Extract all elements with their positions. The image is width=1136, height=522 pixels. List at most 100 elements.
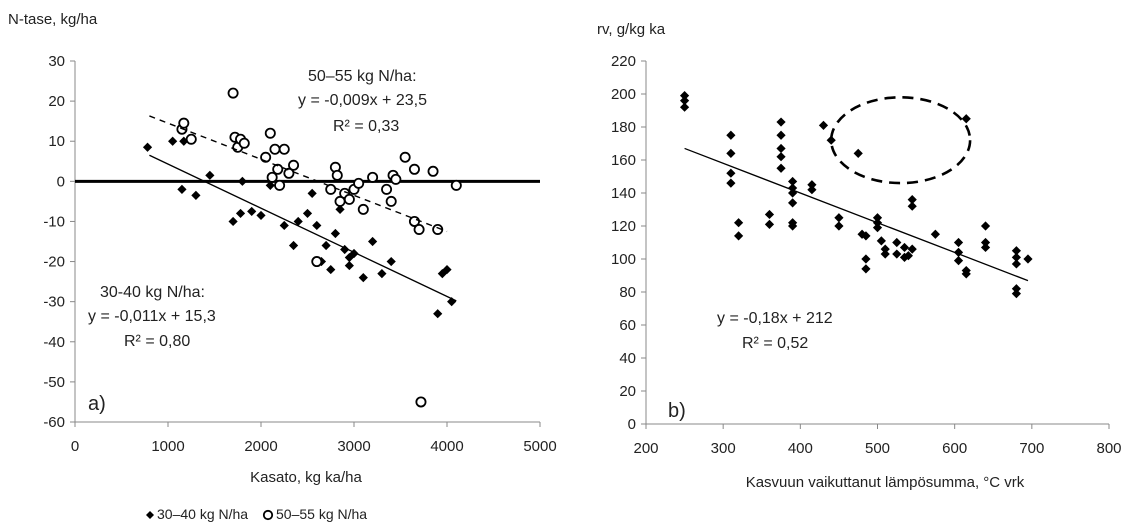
data-point <box>442 264 452 275</box>
data-point <box>861 231 871 241</box>
data-point <box>861 254 871 264</box>
data-point <box>776 143 786 154</box>
panel-label-b: b) <box>668 400 686 422</box>
data-point <box>326 264 336 275</box>
data-point <box>734 231 744 241</box>
x-tick-label: 3000 <box>337 438 370 455</box>
x-tick-label: 2000 <box>244 438 277 455</box>
data-point <box>415 396 427 408</box>
data-point <box>1011 284 1021 294</box>
data-point <box>1023 254 1033 264</box>
data-point <box>961 114 971 124</box>
x-tick-label: 1000 <box>151 438 184 455</box>
data-point <box>907 201 917 211</box>
data-point <box>903 251 913 261</box>
data-point <box>788 198 798 208</box>
data-point <box>776 130 786 140</box>
x-tick-label: 600 <box>942 440 967 457</box>
data-point <box>776 117 786 127</box>
data-point <box>834 213 844 223</box>
data-point <box>330 228 340 239</box>
data-point <box>980 237 991 248</box>
data-point <box>427 165 439 177</box>
data-point <box>726 148 736 158</box>
data-point <box>861 264 871 274</box>
data-point <box>413 223 425 235</box>
data-point <box>980 242 991 253</box>
y-tick-label: -30 <box>43 294 65 311</box>
data-point <box>311 256 323 268</box>
x-tick-label: 300 <box>711 440 736 457</box>
highlight-ellipse <box>829 95 972 185</box>
data-point <box>450 179 462 191</box>
trend-label-s1-a: 30-40 kg N/ha: <box>100 284 205 301</box>
data-point <box>953 237 964 248</box>
data-point <box>953 256 964 266</box>
data-point <box>279 220 289 231</box>
data-point <box>857 229 867 239</box>
x-axis-label-b: Kasvuun vaikuttanut lämpösumma, °C vrk <box>746 474 1025 491</box>
points-b <box>679 91 1033 299</box>
data-point <box>288 159 300 171</box>
data-point <box>853 148 863 158</box>
panel-label-a: a) <box>88 393 106 415</box>
y-tick-label: 20 <box>48 93 65 110</box>
trendline-a-1 <box>149 115 448 233</box>
y-tick-label: 80 <box>619 284 636 301</box>
data-point <box>764 209 775 220</box>
data-point <box>325 183 337 195</box>
data-point <box>776 163 786 173</box>
data-point <box>390 173 402 185</box>
data-point <box>377 268 387 279</box>
data-point <box>178 117 190 129</box>
y-tick-label: 180 <box>611 119 636 136</box>
y-axis-label-a: N-tase, kg/ha <box>8 11 98 28</box>
data-point <box>381 183 393 195</box>
axes-a <box>74 61 540 423</box>
y-tick-label: 200 <box>611 86 636 103</box>
data-point <box>1011 289 1021 299</box>
data-point <box>191 190 201 200</box>
data-point <box>168 136 178 146</box>
data-point <box>807 180 817 190</box>
y-axis-label-b: rv, g/kg ka <box>597 21 666 38</box>
data-point <box>344 252 354 263</box>
data-point <box>432 223 444 235</box>
data-point <box>726 178 736 188</box>
x-axis-label-a: Kasato, kg ka/ha <box>250 469 362 486</box>
highlight-ellipse-b <box>829 95 972 185</box>
legend-label-s2: 50–55 kg N/ha <box>276 506 367 522</box>
y-tick-label: -10 <box>43 213 65 230</box>
data-point <box>331 169 343 181</box>
data-point <box>1011 246 1021 256</box>
y-tick-label: 0 <box>628 416 636 433</box>
x-tick-label: 4000 <box>430 438 463 455</box>
chart-panel-a: N-tase, kg/ha -60-50-40-30-20-1001020300… <box>8 11 557 522</box>
data-point <box>235 208 246 219</box>
data-point <box>788 183 798 193</box>
data-point <box>205 170 215 180</box>
data-point <box>142 142 153 152</box>
x-tick-label: 700 <box>1019 440 1044 457</box>
legend-marker-circle <box>262 509 274 521</box>
data-point <box>907 244 917 254</box>
y-tick-label: 0 <box>57 173 65 190</box>
data-point <box>358 273 368 283</box>
y-tick-label: -40 <box>43 334 65 351</box>
data-point <box>307 188 317 198</box>
data-point <box>776 152 786 162</box>
data-point <box>807 185 817 195</box>
data-point <box>264 127 276 139</box>
y-tick-label: 120 <box>611 218 636 235</box>
trendline-b-0 <box>684 147 1029 282</box>
data-point <box>353 177 365 189</box>
data-point <box>293 216 303 227</box>
points-a <box>142 87 462 408</box>
data-point <box>357 203 369 215</box>
data-point <box>368 236 378 247</box>
data-point <box>788 188 798 198</box>
data-point <box>247 206 257 217</box>
data-point <box>343 193 355 205</box>
data-point <box>321 240 331 251</box>
y-tick-label: -50 <box>43 374 65 391</box>
